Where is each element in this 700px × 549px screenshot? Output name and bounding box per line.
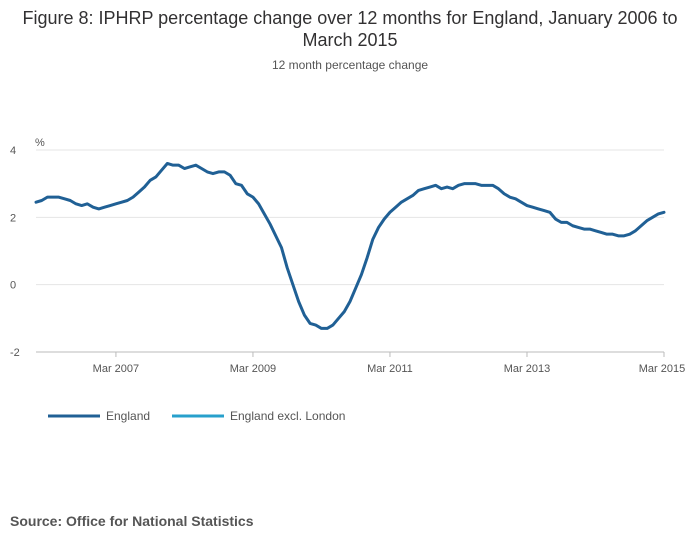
x-tick-label: Mar 2011 — [367, 363, 413, 375]
series-lines — [34, 161, 666, 330]
x-tick-label: Mar 2013 — [504, 363, 550, 375]
y-axis-label: % — [35, 137, 45, 149]
y-tick-label: 0 — [10, 280, 16, 292]
x-axis-ticks: Mar 2007 Mar 2009 Mar 2011 Mar 2013 Mar 2015 — [36, 351, 685, 375]
y-tick-label: 2 — [10, 212, 16, 224]
y-tick-label: -2 — [10, 347, 20, 359]
y-tick-label: 4 — [10, 145, 16, 157]
legend[interactable]: England England excl. London — [48, 409, 345, 423]
source-note: Source: Office for National Statistics — [10, 513, 254, 529]
y-axis-ticks: 4 2 0 -2 — [10, 145, 20, 359]
legend-label-0[interactable]: England — [106, 409, 150, 423]
x-tick-label: Mar 2007 — [93, 363, 139, 375]
chart-title: Figure 8: IPHRP percentage change over 1… — [22, 8, 678, 50]
chart-subtitle: 12 month percentage change — [271, 58, 429, 72]
series-line-england — [34, 161, 666, 330]
legend-label-1[interactable]: England excl. London — [230, 409, 345, 423]
x-tick-label: Mar 2009 — [230, 363, 276, 375]
gridlines — [36, 149, 664, 353]
x-tick-label: Mar 2015 — [639, 363, 685, 375]
